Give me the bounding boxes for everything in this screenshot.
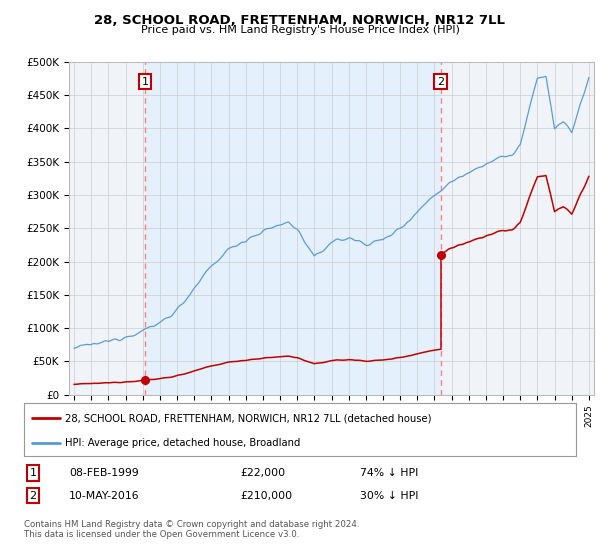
Text: £210,000: £210,000	[240, 491, 292, 501]
Text: Contains HM Land Registry data © Crown copyright and database right 2024.
This d: Contains HM Land Registry data © Crown c…	[24, 520, 359, 539]
Text: 2: 2	[29, 491, 37, 501]
Text: 1: 1	[142, 77, 148, 87]
Text: Price paid vs. HM Land Registry's House Price Index (HPI): Price paid vs. HM Land Registry's House …	[140, 25, 460, 35]
Text: 2: 2	[437, 77, 445, 87]
Text: 08-FEB-1999: 08-FEB-1999	[69, 468, 139, 478]
Text: £22,000: £22,000	[240, 468, 285, 478]
Bar	[145, 62, 441, 395]
Text: 1: 1	[29, 468, 37, 478]
Text: 30% ↓ HPI: 30% ↓ HPI	[360, 491, 419, 501]
Text: 74% ↓ HPI: 74% ↓ HPI	[360, 468, 418, 478]
Text: 10-MAY-2016: 10-MAY-2016	[69, 491, 140, 501]
Text: HPI: Average price, detached house, Broadland: HPI: Average price, detached house, Broa…	[65, 438, 301, 448]
Text: 28, SCHOOL ROAD, FRETTENHAM, NORWICH, NR12 7LL: 28, SCHOOL ROAD, FRETTENHAM, NORWICH, NR…	[95, 14, 505, 27]
Text: 28, SCHOOL ROAD, FRETTENHAM, NORWICH, NR12 7LL (detached house): 28, SCHOOL ROAD, FRETTENHAM, NORWICH, NR…	[65, 413, 432, 423]
